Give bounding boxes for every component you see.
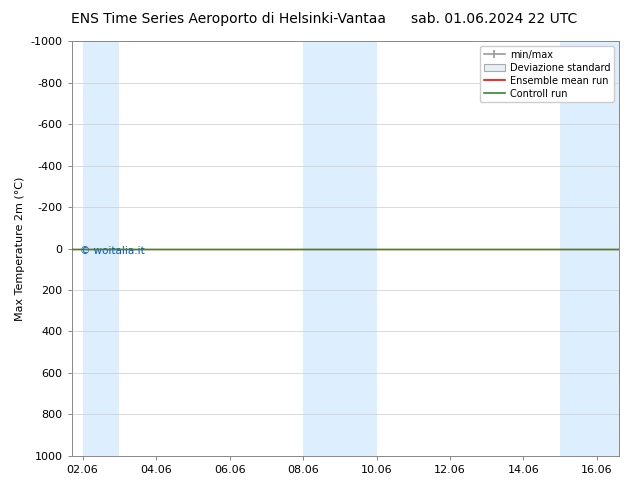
Y-axis label: Max Temperature 2m (°C): Max Temperature 2m (°C) (15, 176, 25, 320)
Text: sab. 01.06.2024 22 UTC: sab. 01.06.2024 22 UTC (411, 12, 578, 26)
Bar (82, 41, 119, 456)
Text: ENS Time Series Aeroporto di Helsinki-Vantaa: ENS Time Series Aeroporto di Helsinki-Va… (71, 12, 385, 26)
Bar (303, 41, 377, 456)
Bar (560, 41, 619, 456)
Legend: min/max, Deviazione standard, Ensemble mean run, Controll run: min/max, Deviazione standard, Ensemble m… (479, 46, 614, 102)
Text: © woitalia.it: © woitalia.it (80, 246, 145, 256)
